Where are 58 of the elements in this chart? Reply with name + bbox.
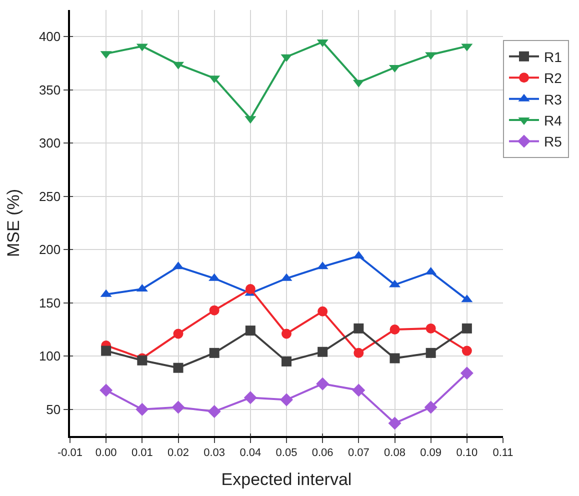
- x-tick-label: 0.07: [348, 446, 370, 459]
- x-tick-label: 0.08: [384, 446, 406, 459]
- y-tick-label: 350: [38, 82, 61, 98]
- point: [460, 366, 474, 380]
- x-axis-title: Expected interval: [221, 470, 352, 489]
- y-tick-label: 250: [38, 188, 61, 204]
- legend-label: R3: [544, 91, 562, 108]
- legend-label: R5: [544, 134, 562, 150]
- x-tick-label: 0.02: [168, 446, 189, 459]
- x-tick-label: -0.01: [57, 446, 83, 459]
- y-tick-label: 100: [38, 348, 61, 364]
- x-tick-label: 0.01: [131, 446, 153, 459]
- point: [245, 326, 256, 336]
- point: [424, 400, 438, 414]
- legend-label: R4: [544, 112, 562, 128]
- point: [354, 323, 364, 334]
- x-tick-label: 0.10: [456, 446, 478, 459]
- point: [390, 353, 400, 364]
- point: [462, 346, 472, 356]
- point: [390, 324, 400, 334]
- point: [282, 328, 292, 339]
- point: [426, 348, 436, 358]
- point: [209, 305, 220, 316]
- x-tick-label: 0.00: [95, 446, 117, 459]
- point: [100, 384, 113, 397]
- point: [282, 356, 292, 366]
- point: [462, 323, 472, 334]
- point: [318, 306, 328, 316]
- point: [245, 284, 256, 294]
- point: [244, 391, 257, 404]
- x-tick-label: 0.05: [276, 446, 298, 459]
- point: [426, 323, 436, 334]
- point: [316, 377, 330, 390]
- x-tick-label: 0.09: [420, 446, 442, 459]
- y-tick-label: 200: [38, 242, 61, 258]
- point: [209, 348, 220, 358]
- point: [208, 405, 221, 418]
- y-tick-label: 300: [38, 136, 61, 151]
- point: [352, 384, 366, 397]
- point: [101, 346, 112, 356]
- point: [173, 328, 184, 339]
- point: [136, 402, 149, 416]
- x-tick-label: 0.03: [204, 446, 226, 459]
- y-tick-label: 50: [46, 402, 61, 417]
- y-tick-label: 150: [38, 295, 61, 310]
- point: [388, 416, 402, 430]
- x-tick-label: 0.06: [312, 446, 334, 459]
- point: [173, 362, 184, 373]
- point: [280, 393, 293, 406]
- y-tick-label: 400: [38, 29, 61, 44]
- legend-label: R1: [544, 48, 562, 65]
- point: [318, 346, 328, 357]
- x-tick-label: 0.04: [240, 446, 262, 459]
- point: [354, 348, 364, 358]
- legend-label: R2: [544, 70, 562, 86]
- y-axis-title: MSE (%): [4, 189, 23, 257]
- point: [172, 400, 185, 414]
- x-tick-label: 0.11: [492, 446, 514, 459]
